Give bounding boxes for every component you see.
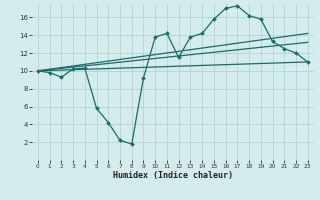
X-axis label: Humidex (Indice chaleur): Humidex (Indice chaleur) (113, 171, 233, 180)
